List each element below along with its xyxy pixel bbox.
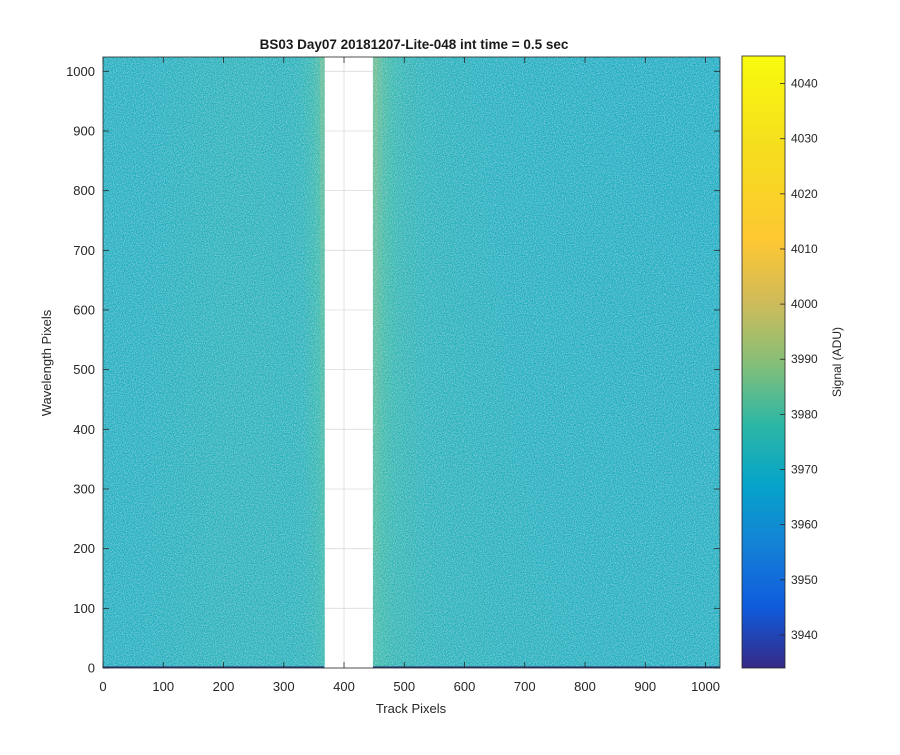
x-tick-label-3: 300	[273, 679, 295, 694]
colorbar-frame	[741, 55, 786, 669]
noise-overlay-right	[372, 57, 720, 668]
x-tick-label-4: 400	[333, 679, 355, 694]
x-tick-label-7: 700	[514, 679, 536, 694]
colorbar-ticks: 3940 3950 3960 3970 3980 3990 4000 4010 4020 4030…	[780, 77, 818, 642]
y-axis: 0 100 200 300 400 500 600 700 800 900 1000	[66, 64, 720, 676]
noise-overlay-left	[103, 57, 325, 668]
x-tick-label-0: 0	[99, 679, 106, 694]
plot-area	[102, 56, 721, 669]
x-tick-label-9: 900	[634, 679, 656, 694]
colorbar-tick-label-6: 4000	[791, 297, 818, 311]
colorbar-tick-label-1: 3950	[791, 573, 818, 587]
y-tick-label-6: 600	[73, 302, 95, 317]
x-tick-label-1: 100	[152, 679, 174, 694]
x-tick-label-8: 800	[574, 679, 596, 694]
x-axis: 0 100 200 300 400 500 600 700 800 900 1000	[99, 57, 720, 694]
y-axis-label: Wavelength Pixels	[39, 309, 54, 416]
heatmap-image	[103, 57, 720, 668]
colorbar-tick-label-2: 3960	[791, 518, 818, 532]
colorbar-tick-label-4: 3980	[791, 407, 818, 421]
colorbar-tick-label-8: 4020	[791, 187, 818, 201]
y-tick-label-4: 400	[73, 422, 95, 437]
colorbar-tick-label-0: 3940	[791, 628, 818, 642]
y-tick-label-1: 100	[73, 601, 95, 616]
y-tick-label-10: 1000	[66, 64, 95, 79]
x-axis-label: Track Pixels	[376, 701, 447, 716]
colorbar-label: Signal (ADU)	[830, 327, 844, 397]
colorbar-tick-label-3: 3970	[791, 463, 818, 477]
plot-frame	[102, 56, 721, 669]
x-tick-label-5: 500	[393, 679, 415, 694]
x-tick-label-6: 600	[454, 679, 476, 694]
y-tick-label-8: 800	[73, 183, 95, 198]
colorbar-tick-label-10: 4040	[791, 77, 818, 91]
colorbar-tick-label-9: 4030	[791, 132, 818, 146]
chart-title: BS03 Day07 20181207-Lite-048 int time = …	[260, 37, 569, 52]
y-tick-label-9: 900	[73, 123, 95, 138]
y-tick-label-7: 700	[73, 243, 95, 258]
y-tick-label-0: 0	[88, 661, 95, 676]
colorbar: 3940 3950 3960 3970 3980 3990 4000 4010 4020 4030…	[741, 55, 818, 669]
y-tick-label-5: 500	[73, 362, 95, 377]
y-tick-label-2: 200	[73, 541, 95, 556]
y-tick-label-3: 300	[73, 481, 95, 496]
x-tick-label-2: 200	[213, 679, 235, 694]
colorbar-gradient	[742, 56, 785, 668]
colorbar-tick-label-7: 4010	[791, 242, 818, 256]
colorbar-tick-label-5: 3990	[791, 352, 818, 366]
x-tick-label-10: 1000	[691, 679, 720, 694]
